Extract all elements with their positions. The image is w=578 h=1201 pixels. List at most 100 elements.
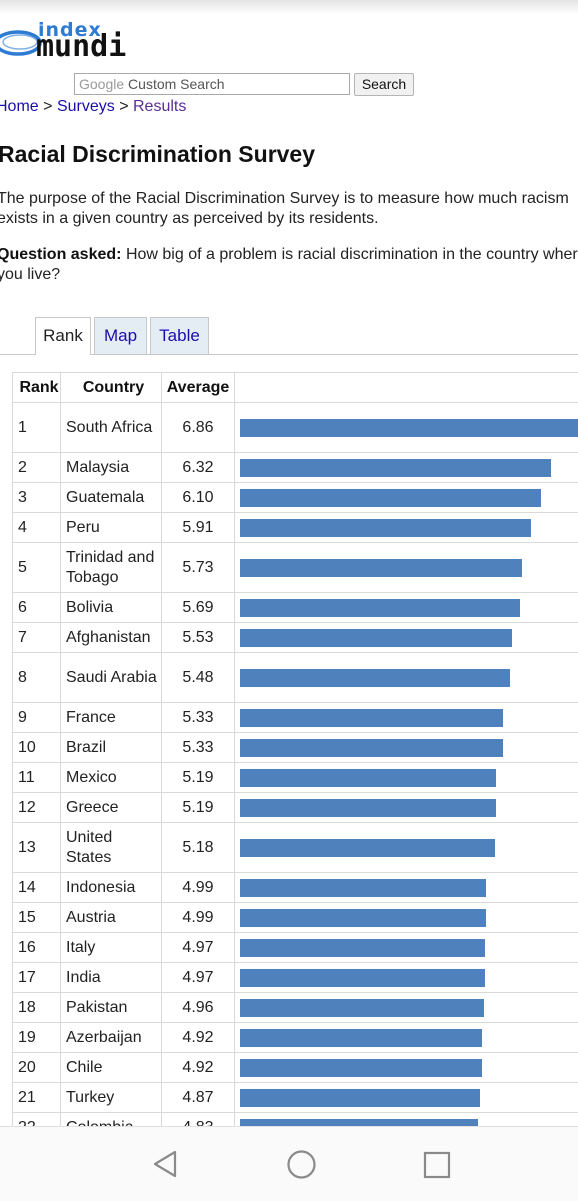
average-cell: 4.97: [162, 963, 235, 993]
breadcrumb-results-link[interactable]: Results: [133, 98, 186, 115]
country-cell[interactable]: Brazil: [61, 733, 162, 763]
country-cell[interactable]: Afghanistan: [61, 623, 162, 653]
country-cell[interactable]: Malaysia: [61, 453, 162, 483]
bar-cell: [235, 1053, 578, 1083]
header-bar: [235, 373, 578, 403]
bar-cell: [235, 453, 578, 483]
country-cell[interactable]: Trinidad and Tobago: [61, 543, 162, 593]
view-tabs: Rank Map Table: [0, 317, 578, 355]
search-input[interactable]: Google Custom Search: [74, 73, 350, 95]
rank-cell: 17: [13, 963, 61, 993]
country-cell[interactable]: South Africa: [61, 403, 162, 453]
header-average[interactable]: Average: [162, 373, 235, 403]
value-bar: [240, 1089, 480, 1107]
country-cell[interactable]: Mexico: [61, 763, 162, 793]
value-bar: [240, 999, 484, 1017]
bar-cell: [235, 963, 578, 993]
country-cell[interactable]: Austria: [61, 903, 162, 933]
back-icon[interactable]: [150, 1149, 180, 1179]
rank-cell: 21: [13, 1083, 61, 1113]
country-cell[interactable]: Indonesia: [61, 873, 162, 903]
recent-apps-icon[interactable]: [423, 1151, 451, 1179]
average-cell: 5.48: [162, 653, 235, 703]
average-cell: 4.92: [162, 1053, 235, 1083]
country-cell[interactable]: India: [61, 963, 162, 993]
country-cell[interactable]: Peru: [61, 513, 162, 543]
rank-cell: 13: [13, 823, 61, 873]
country-cell[interactable]: Guatemala: [61, 483, 162, 513]
country-cell[interactable]: France: [61, 703, 162, 733]
average-cell: 6.32: [162, 453, 235, 483]
rank-cell: 6: [13, 593, 61, 623]
intro-text: The purpose of the Racial Discrimination…: [0, 189, 578, 229]
average-cell: 4.96: [162, 993, 235, 1023]
average-cell: 6.86: [162, 403, 235, 453]
country-cell[interactable]: Turkey: [61, 1083, 162, 1113]
breadcrumb: Home > Surveys > Results: [0, 97, 186, 117]
value-bar: [240, 939, 485, 957]
bar-cell: [235, 763, 578, 793]
country-cell[interactable]: Saudi Arabia: [61, 653, 162, 703]
country-cell[interactable]: Azerbaijan: [61, 1023, 162, 1053]
rank-cell: 12: [13, 793, 61, 823]
bar-cell: [235, 933, 578, 963]
value-bar: [240, 1059, 482, 1077]
country-cell[interactable]: Chile: [61, 1053, 162, 1083]
rank-cell: 3: [13, 483, 61, 513]
bar-cell: [235, 733, 578, 763]
country-cell[interactable]: Bolivia: [61, 593, 162, 623]
country-cell[interactable]: Italy: [61, 933, 162, 963]
tab-table[interactable]: Table: [150, 317, 209, 354]
breadcrumb-surveys-link[interactable]: Surveys: [57, 98, 115, 115]
home-icon[interactable]: [286, 1149, 317, 1180]
rank-cell: 11: [13, 763, 61, 793]
breadcrumb-separator: >: [119, 98, 128, 115]
country-cell[interactable]: Greece: [61, 793, 162, 823]
header-rank[interactable]: Rank: [13, 373, 61, 403]
value-bar: [240, 489, 541, 507]
country-cell[interactable]: United States: [61, 823, 162, 873]
rank-cell: 8: [13, 653, 61, 703]
average-cell: 5.53: [162, 623, 235, 653]
average-cell: 5.33: [162, 703, 235, 733]
average-cell: 4.87: [162, 1083, 235, 1113]
tab-rank[interactable]: Rank: [35, 317, 91, 355]
bar-cell: [235, 823, 578, 873]
indexmundi-logo[interactable]: index mundi: [0, 20, 166, 62]
tab-map[interactable]: Map: [94, 317, 147, 354]
header-country[interactable]: Country: [61, 373, 162, 403]
browser-top-edge: [0, 0, 578, 14]
value-bar: [240, 879, 486, 897]
bar-cell: [235, 873, 578, 903]
search-button[interactable]: Search: [354, 73, 414, 96]
value-bar: [240, 559, 522, 577]
bar-cell: [235, 623, 578, 653]
rank-cell: 4: [13, 513, 61, 543]
rank-cell: 2: [13, 453, 61, 483]
value-bar: [240, 459, 551, 477]
breadcrumb-home-link[interactable]: Home: [0, 98, 39, 115]
value-bar: [240, 769, 496, 787]
rank-cell: 10: [13, 733, 61, 763]
search-placeholder: Custom Search: [128, 76, 224, 92]
value-bar: [240, 709, 503, 727]
value-bar: [240, 839, 495, 857]
rank-cell: 20: [13, 1053, 61, 1083]
country-cell[interactable]: Pakistan: [61, 993, 162, 1023]
bar-cell: [235, 793, 578, 823]
rank-cell: 19: [13, 1023, 61, 1053]
average-cell: 4.99: [162, 903, 235, 933]
average-cell: 5.19: [162, 793, 235, 823]
